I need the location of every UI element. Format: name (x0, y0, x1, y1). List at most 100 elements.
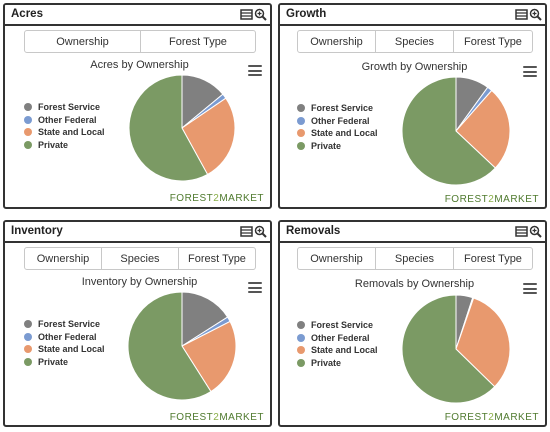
legend-dot (24, 332, 32, 341)
tab-species[interactable]: Species (375, 247, 454, 270)
pie-slice-private[interactable] (401, 76, 497, 186)
legend-item: State and Local (297, 127, 378, 140)
panel-title: Inventory (11, 225, 63, 237)
table-icon[interactable] (240, 225, 253, 238)
legend-label: Forest Service (38, 319, 101, 330)
legend-dot (297, 346, 305, 355)
legend-item: Other Federal (24, 331, 105, 344)
tab-forest-type[interactable]: Forest Type (140, 30, 256, 53)
legend-item: Private (24, 139, 105, 152)
legend-dot (24, 140, 32, 149)
menu-icon[interactable] (248, 65, 262, 76)
legend-label: Other Federal (38, 114, 97, 125)
menu-icon[interactable] (523, 66, 537, 77)
zoom-icon[interactable] (254, 225, 267, 238)
legend-label: Other Federal (311, 115, 370, 126)
legend-dot (24, 345, 32, 354)
legend-label: Forest Service (311, 103, 374, 114)
pie-chart (401, 294, 511, 404)
legend-item: Private (24, 356, 105, 369)
pie-chart (128, 74, 236, 182)
legend-dot (24, 357, 32, 366)
panel-title: Acres (11, 8, 43, 20)
legend-item: State and Local (297, 344, 378, 357)
forest2market-logo: FOREST2MARKET (444, 412, 539, 423)
forest2market-logo: FOREST2MARKET (444, 194, 539, 205)
legend-item: State and Local (24, 126, 105, 139)
legend-item: Private (297, 357, 378, 370)
legend-item: Other Federal (297, 115, 378, 128)
pie-slice-state-and-local[interactable] (455, 89, 511, 169)
legend-dot (297, 116, 305, 125)
pie-slice-private[interactable] (127, 291, 212, 401)
legend-label: State and Local (311, 345, 378, 356)
menu-icon[interactable] (248, 282, 262, 293)
acres-panel: Acres Ownership Forest Type Acres by Own… (3, 3, 272, 209)
legend-dot (24, 103, 32, 112)
pie-slice-state-and-local[interactable] (455, 297, 511, 388)
pie-slice-private[interactable] (401, 294, 496, 404)
forest2market-logo: FOREST2MARKET (169, 412, 264, 423)
legend-dot (297, 358, 305, 367)
legend-item: Other Federal (24, 114, 105, 127)
pie-slice-state-and-local[interactable] (181, 97, 236, 176)
tab-forest-type[interactable]: Forest Type (453, 30, 533, 53)
table-icon[interactable] (240, 8, 253, 21)
panel-header: Inventory (5, 222, 270, 243)
legend-label: Other Federal (311, 332, 370, 343)
chart-title: Growth by Ownership (361, 61, 468, 73)
removals-panel: Removals Ownership Species Forest Type R… (278, 220, 547, 427)
tab-species[interactable]: Species (375, 30, 454, 53)
panel-header: Acres (5, 5, 270, 26)
legend-dot (297, 321, 305, 330)
menu-icon[interactable] (523, 283, 537, 294)
tab-ownership[interactable]: Ownership (297, 247, 376, 270)
legend-label: Private (311, 140, 342, 151)
pie-chart (127, 291, 237, 401)
tab-ownership[interactable]: Ownership (297, 30, 376, 53)
tab-forest-type[interactable]: Forest Type (178, 247, 256, 270)
panel-title: Removals (286, 225, 341, 237)
table-icon[interactable] (515, 8, 528, 21)
pie-slice-state-and-local[interactable] (181, 320, 237, 393)
zoom-icon[interactable] (529, 225, 542, 238)
legend-label: Forest Service (311, 320, 374, 331)
chart-title: Removals by Ownership (354, 278, 475, 290)
panel-header: Removals (280, 222, 545, 243)
table-icon[interactable] (515, 225, 528, 238)
legend-dot (297, 104, 305, 113)
legend-item: Forest Service (24, 101, 105, 114)
legend-label: Private (38, 356, 69, 367)
zoom-icon[interactable] (254, 8, 267, 21)
tab-ownership[interactable]: Ownership (24, 30, 141, 53)
growth-panel: Growth Ownership Species Forest Type Gro… (278, 3, 547, 209)
pie-slice-forest-service[interactable] (181, 291, 229, 347)
legend-dot (24, 320, 32, 329)
chart-legend: Forest Service Other Federal State and L… (24, 318, 105, 368)
legend-label: Forest Service (38, 102, 101, 113)
pie-slice-private[interactable] (128, 74, 209, 182)
legend-dot (24, 128, 32, 137)
legend-item: Other Federal (297, 332, 378, 345)
legend-dot (297, 141, 305, 150)
legend-label: State and Local (38, 127, 105, 138)
tab-species[interactable]: Species (101, 247, 179, 270)
legend-item: Forest Service (24, 318, 105, 331)
forest2market-logo: FOREST2MARKET (169, 193, 264, 204)
legend-item: Forest Service (297, 319, 378, 332)
legend-label: State and Local (38, 344, 105, 355)
pie-chart (401, 76, 511, 186)
legend-dot (297, 333, 305, 342)
legend-label: Private (38, 139, 69, 150)
tab-ownership[interactable]: Ownership (24, 247, 102, 270)
legend-label: Private (311, 357, 342, 368)
zoom-icon[interactable] (529, 8, 542, 21)
legend-item: Private (297, 140, 378, 153)
legend-dot (24, 115, 32, 124)
panel-header: Growth (280, 5, 545, 26)
legend-item: Forest Service (297, 102, 378, 115)
chart-title: Acres by Ownership (90, 59, 189, 71)
legend-item: State and Local (24, 343, 105, 356)
tab-forest-type[interactable]: Forest Type (453, 247, 533, 270)
legend-label: Other Federal (38, 331, 97, 342)
